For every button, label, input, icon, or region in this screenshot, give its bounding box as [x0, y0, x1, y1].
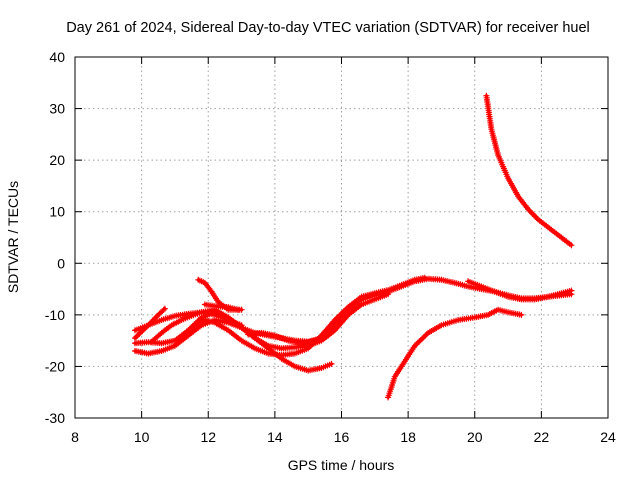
series-markers — [465, 278, 575, 303]
axis-ticks: 8 10 12 14 16 18 20 22 24 -30 -20 -10 0 10 20 30 40 — [45, 49, 616, 445]
series-band — [484, 94, 573, 247]
x-tick-label: 10 — [134, 429, 150, 445]
y-tick-label: 30 — [49, 101, 65, 117]
series-trace-10 — [385, 306, 525, 401]
x-tick-label: 14 — [267, 429, 283, 445]
x-tick-label: 8 — [71, 429, 79, 445]
y-tick-label: -30 — [45, 410, 65, 426]
series-trace-11 — [483, 92, 575, 249]
x-tick-label: 20 — [467, 429, 483, 445]
series-trace-12 — [465, 278, 575, 303]
series-trace-9 — [245, 317, 345, 347]
grid-lines — [75, 57, 608, 418]
x-tick-label: 18 — [400, 429, 416, 445]
x-tick-label: 16 — [334, 429, 350, 445]
data-series — [132, 92, 575, 401]
x-tick-label: 22 — [534, 429, 550, 445]
chart-title: Day 261 of 2024, Sidereal Day-to-day VTE… — [66, 20, 590, 36]
x-tick-label: 12 — [200, 429, 216, 445]
series-trace-8 — [201, 301, 242, 313]
series-markers — [171, 274, 428, 359]
y-axis-label: SDTVAR / TECUs — [5, 181, 21, 293]
y-tick-label: 20 — [49, 152, 65, 168]
y-tick-label: 0 — [57, 255, 65, 271]
series-trace-1 — [132, 275, 575, 357]
series-markers — [483, 92, 575, 249]
series-trace-6 — [171, 274, 428, 359]
series-markers — [132, 275, 575, 357]
x-axis-label: GPS time / hours — [288, 457, 395, 473]
y-tick-label: -20 — [45, 358, 65, 374]
y-tick-label: -10 — [45, 307, 65, 323]
series-markers — [245, 317, 345, 347]
series-markers — [201, 301, 242, 313]
y-tick-label: 40 — [49, 49, 65, 65]
series-markers — [385, 306, 525, 401]
y-tick-label: 10 — [49, 204, 65, 220]
x-tick-label: 24 — [600, 429, 616, 445]
